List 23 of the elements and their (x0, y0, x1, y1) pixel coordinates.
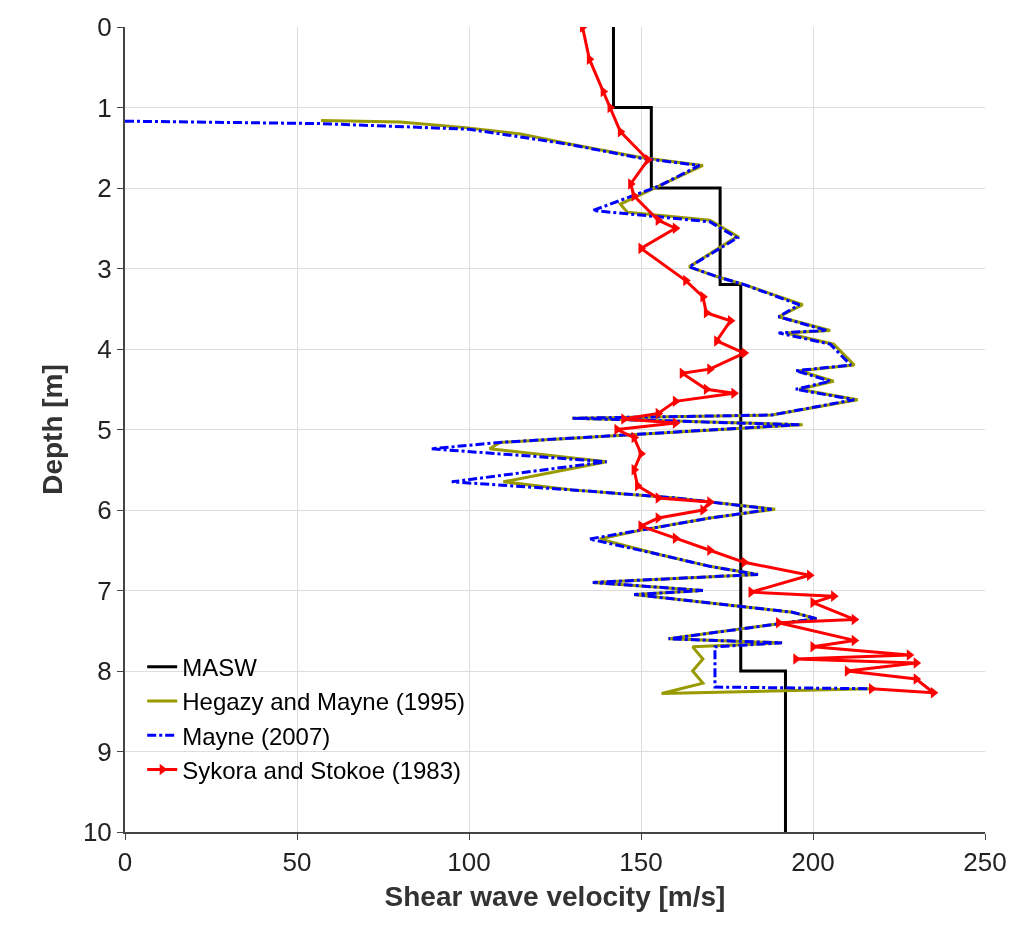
x-tick-label: 250 (963, 847, 1007, 878)
y-tick-label: 10 (82, 817, 112, 848)
y-tick-label: 6 (97, 495, 112, 526)
legend-label: Sykora and Stokoe (1983) (182, 756, 462, 784)
y-tick-label: 4 (97, 334, 112, 365)
y-tick-label: 7 (97, 575, 112, 606)
y-tick-label: 9 (97, 736, 112, 767)
y-tick-label: 3 (97, 253, 112, 284)
x-tick-label: 0 (117, 847, 133, 878)
x-tick-label: 150 (619, 847, 663, 878)
x-tick-label: 100 (447, 847, 491, 878)
legend-label: Hegazy and Mayne (1995) (182, 688, 466, 716)
y-axis-title: Depth [m] (37, 364, 69, 495)
x-tick-label: 50 (282, 847, 312, 878)
x-tick-label: 200 (791, 847, 835, 878)
x-axis-title: Shear wave velocity [m/s] (384, 880, 726, 912)
legend-label: MASW (182, 654, 258, 682)
y-tick-label: 1 (97, 92, 112, 123)
legend-label: Mayne (2007) (182, 722, 331, 750)
y-tick-label: 5 (97, 414, 112, 445)
y-tick-label: 2 (97, 173, 112, 204)
y-tick-label: 8 (97, 656, 112, 687)
y-tick-label: 0 (97, 12, 112, 43)
